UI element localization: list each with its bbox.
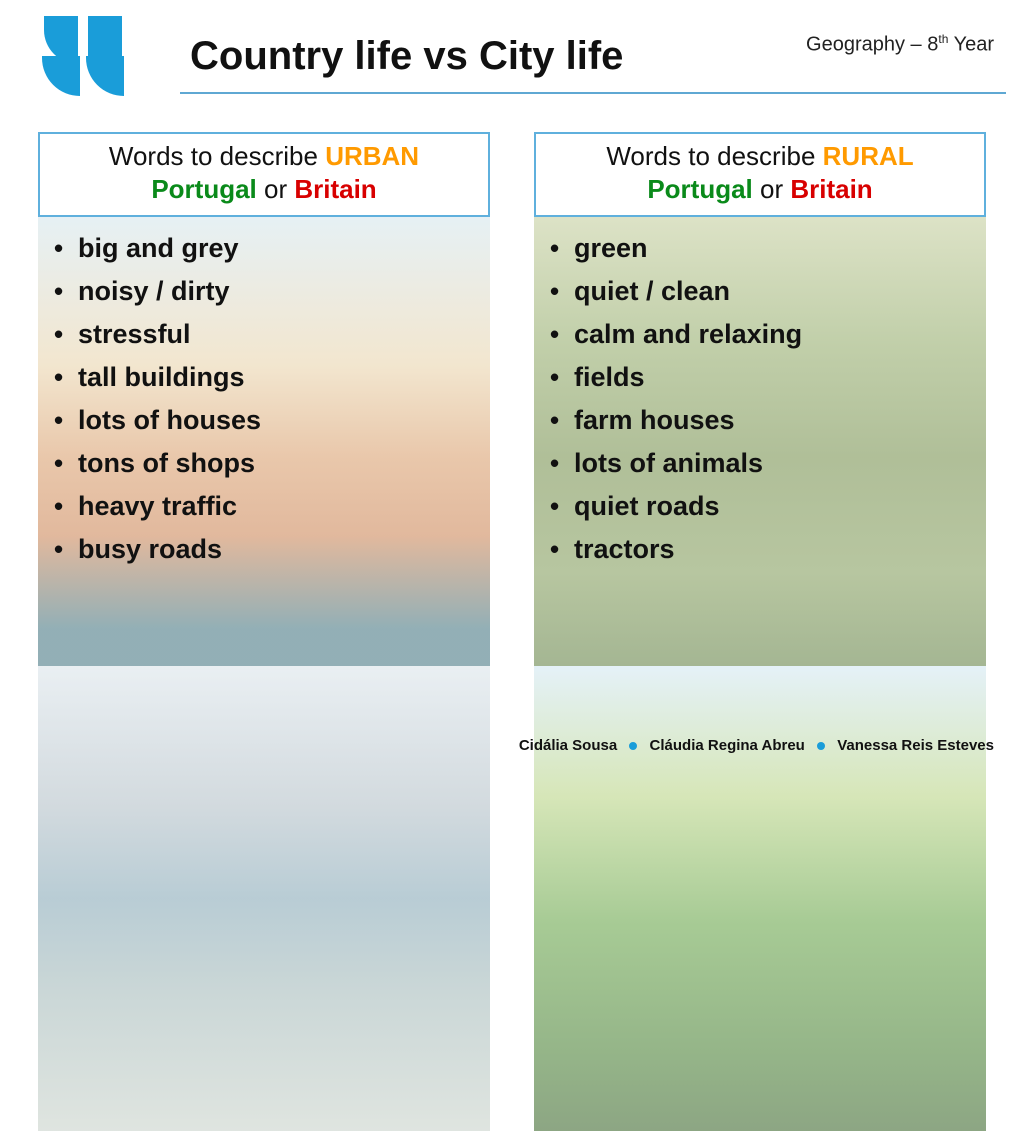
subject-year-suffix: Year bbox=[948, 34, 994, 56]
list-item: fields bbox=[550, 356, 978, 399]
author-name: Vanessa Reis Esteves bbox=[837, 737, 994, 754]
urban-head-or: or bbox=[257, 174, 295, 204]
author-name: Cidália Sousa bbox=[519, 737, 617, 754]
rural-head-label: Words to describe bbox=[606, 141, 822, 171]
urban-list: big and grey noisy / dirty stressful tal… bbox=[38, 217, 490, 571]
urban-head-britain: Britain bbox=[294, 174, 376, 204]
list-item: farm houses bbox=[550, 399, 978, 442]
list-item: quiet roads bbox=[550, 485, 978, 528]
urban-heading-box: Words to describe URBAN Portugal or Brit… bbox=[38, 132, 490, 217]
list-item: heavy traffic bbox=[54, 485, 482, 528]
dot-separator-icon bbox=[817, 742, 825, 750]
rural-column: Words to describe RURAL Portugal or Brit… bbox=[534, 132, 986, 571]
columns: Words to describe URBAN Portugal or Brit… bbox=[0, 110, 1024, 571]
rural-bg-britain-icon bbox=[534, 666, 986, 1130]
list-item: lots of animals bbox=[550, 442, 978, 485]
header: Country life vs City life Geography – 8t… bbox=[0, 0, 1024, 110]
list-item: noisy / dirty bbox=[54, 270, 482, 313]
page-title: Country life vs City life bbox=[190, 34, 623, 79]
rural-head-type: RURAL bbox=[823, 141, 914, 171]
rural-head-portugal: Portugal bbox=[647, 174, 752, 204]
urban-head-type: URBAN bbox=[325, 141, 419, 171]
urban-bg-london-icon bbox=[38, 666, 490, 1130]
list-item: green bbox=[550, 227, 978, 270]
list-item: tall buildings bbox=[54, 356, 482, 399]
list-item: tons of shops bbox=[54, 442, 482, 485]
urban-head-portugal: Portugal bbox=[151, 174, 256, 204]
dot-separator-icon bbox=[629, 742, 637, 750]
author-name: Cláudia Regina Abreu bbox=[650, 737, 805, 754]
list-item: quiet / clean bbox=[550, 270, 978, 313]
list-item: calm and relaxing bbox=[550, 313, 978, 356]
header-rule bbox=[180, 92, 1006, 94]
rural-list: green quiet / clean calm and relaxing fi… bbox=[534, 217, 986, 571]
rural-head-britain: Britain bbox=[790, 174, 872, 204]
list-item: big and grey bbox=[54, 227, 482, 270]
list-item: tractors bbox=[550, 528, 978, 571]
subject-year: Geography – 8th Year bbox=[806, 32, 994, 57]
subject-year-sup: th bbox=[938, 32, 948, 46]
footer-authors: Cidália Sousa Cláudia Regina Abreu Vanes… bbox=[519, 737, 994, 754]
list-item: busy roads bbox=[54, 528, 482, 571]
rural-heading-box: Words to describe RURAL Portugal or Brit… bbox=[534, 132, 986, 217]
rural-head-or: or bbox=[753, 174, 791, 204]
urban-head-label: Words to describe bbox=[109, 141, 325, 171]
list-item: lots of houses bbox=[54, 399, 482, 442]
list-item: stressful bbox=[54, 313, 482, 356]
subject-year-prefix: Geography – 8 bbox=[806, 34, 938, 56]
quote-logo-icon bbox=[44, 16, 144, 94]
urban-column: Words to describe URBAN Portugal or Brit… bbox=[38, 132, 490, 571]
